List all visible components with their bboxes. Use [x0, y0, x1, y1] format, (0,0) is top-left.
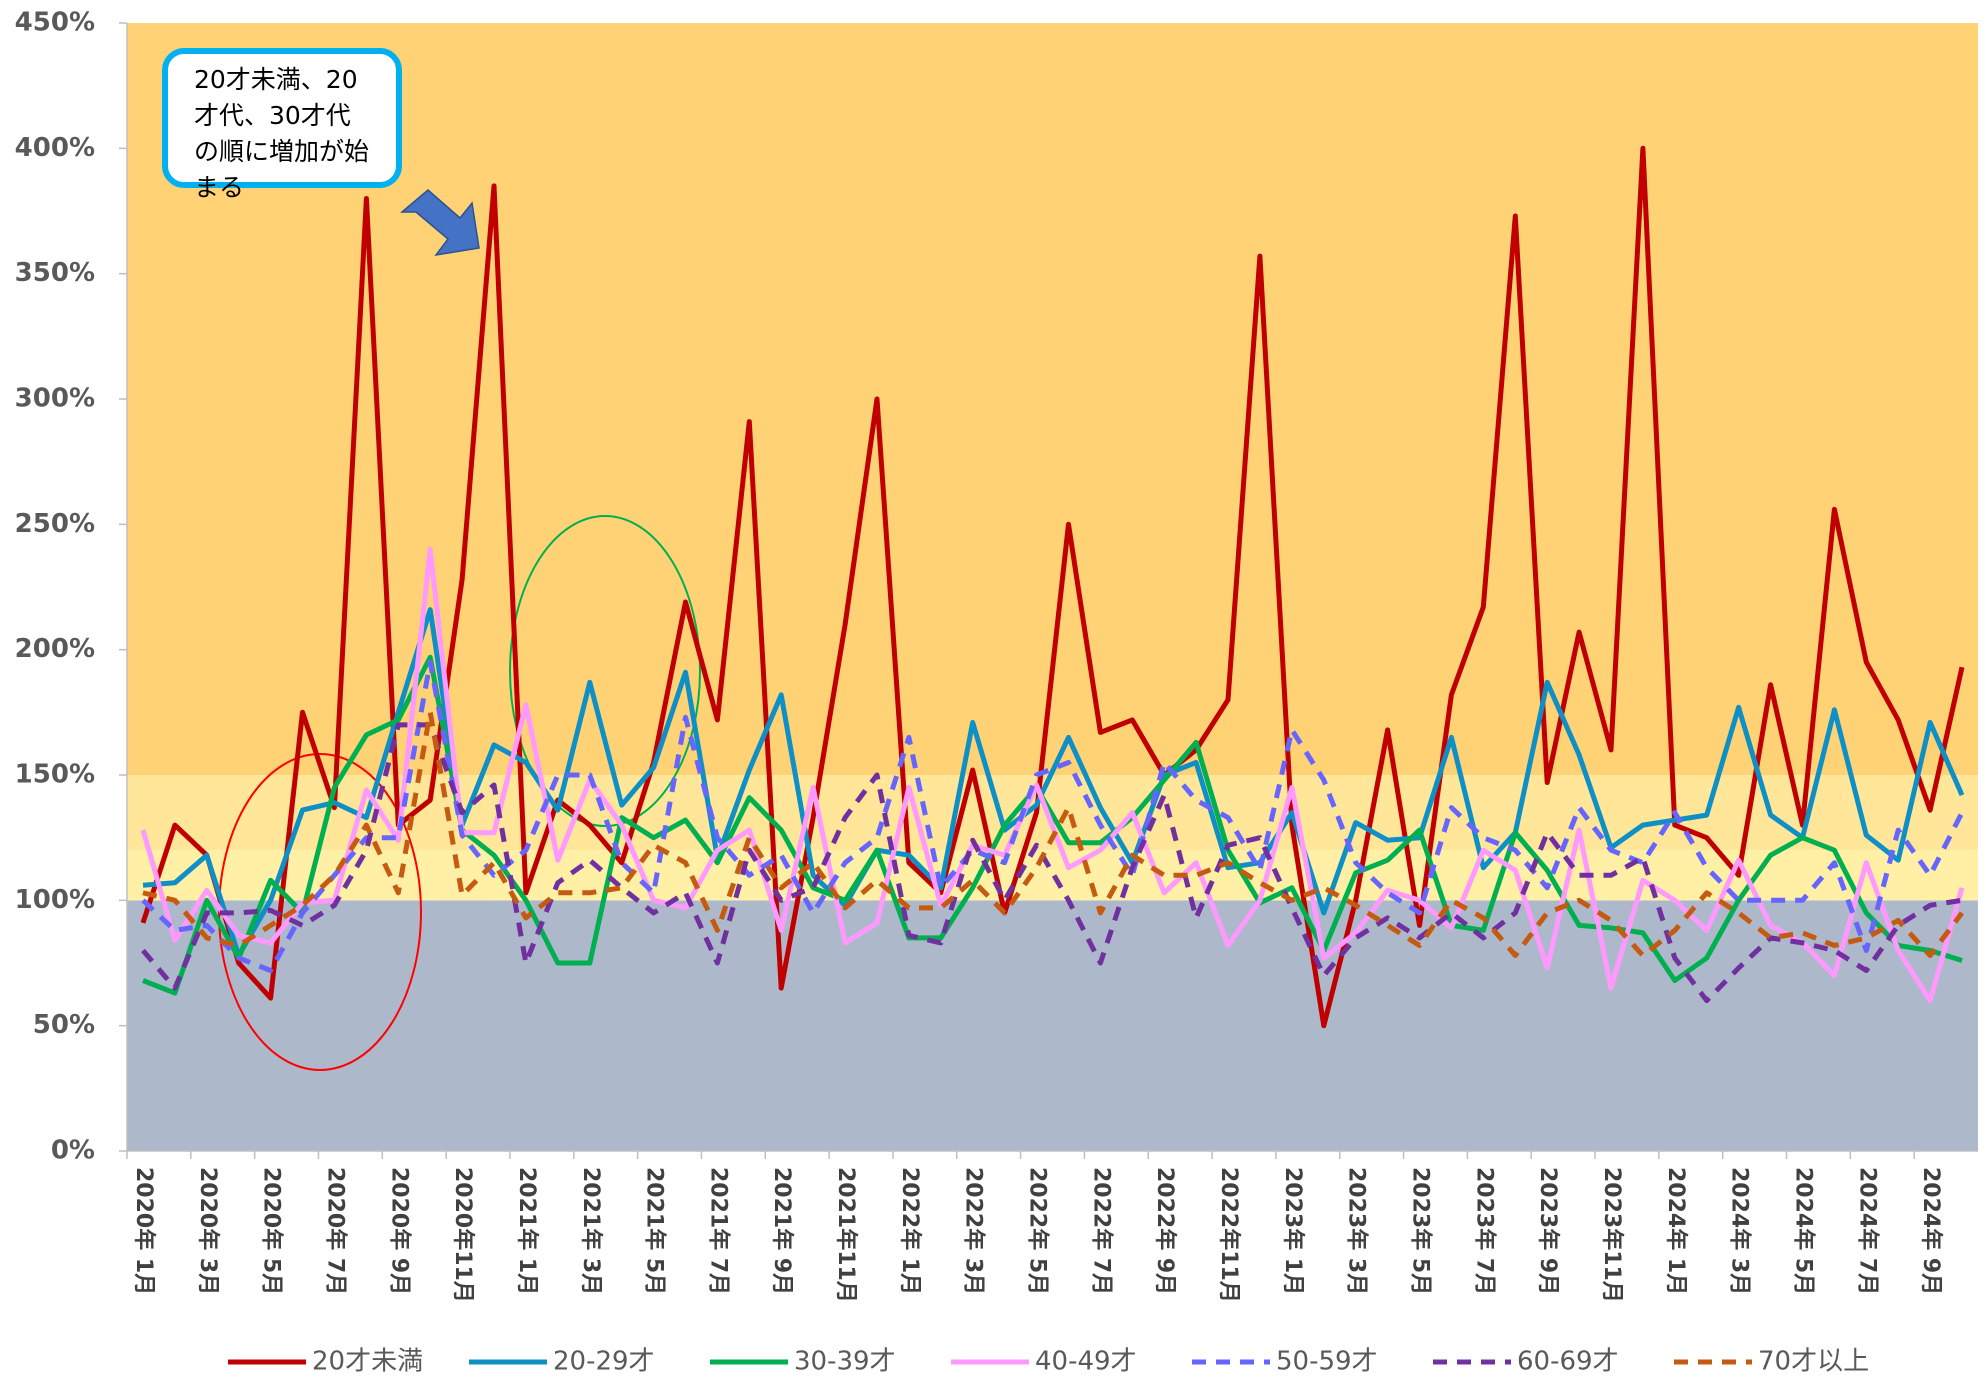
x-tick-label: 2023年 1月	[1280, 1167, 1306, 1295]
y-tick-label: 450%	[15, 8, 95, 38]
x-tick-label: 2021年 9月	[769, 1167, 795, 1295]
x-tick-label: 2023年11月	[1599, 1167, 1625, 1303]
x-tick-label: 2021年 7月	[705, 1167, 731, 1295]
x-tick-label: 2022年 3月	[961, 1167, 987, 1295]
x-tick-label: 2020年 5月	[259, 1167, 285, 1295]
band	[127, 850, 1978, 901]
legend-label: 30-39才	[794, 1347, 896, 1377]
x-tick-label: 2024年 7月	[1854, 1167, 1880, 1295]
series-line	[141, 722, 1963, 1004]
series-line	[142, 709, 1965, 958]
x-tick-label: 2022年 7月	[1088, 1167, 1114, 1295]
series-line	[140, 546, 1965, 1004]
y-tick-label: 0%	[51, 1136, 95, 1166]
x-tick-label: 2020年 1月	[131, 1167, 157, 1295]
x-tick-label: 2022年 1月	[897, 1167, 923, 1295]
x-tick-label: 2022年 5月	[1025, 1167, 1051, 1295]
annotation-text: 20才未満、20才代、30才代の順に増加が始まる	[194, 65, 370, 202]
legend-label: 20-29才	[553, 1347, 655, 1377]
legend-label: 50-59才	[1276, 1347, 1378, 1377]
x-tick-label: 2024年 1月	[1663, 1167, 1689, 1295]
x-tick-label: 2023年 5月	[1408, 1167, 1434, 1295]
x-tick-label: 2023年 9月	[1535, 1167, 1561, 1295]
y-tick-label: 100%	[15, 885, 95, 915]
x-tick-label: 2022年11月	[1216, 1167, 1242, 1303]
legend-label: 20才未満	[312, 1347, 423, 1377]
highlight-ellipse	[509, 515, 701, 827]
x-tick-label: 2021年 3月	[578, 1167, 604, 1295]
x-tick-label: 2024年 3月	[1727, 1167, 1753, 1295]
y-tick-label: 150%	[15, 760, 95, 790]
highlight-ellipse	[218, 753, 422, 1071]
y-tick-label: 400%	[15, 133, 95, 163]
band	[127, 900, 1978, 1151]
x-tick-label: 2024年 9月	[1918, 1167, 1944, 1295]
y-tick-label: 300%	[15, 384, 95, 414]
y-tick-label: 200%	[15, 634, 95, 664]
callout-arrow	[399, 189, 480, 257]
y-tick-label: 50%	[33, 1010, 95, 1040]
x-tick-label: 2021年 5月	[642, 1167, 668, 1295]
legend-label: 40-49才	[1035, 1347, 1137, 1377]
x-tick-label: 2022年 9月	[1152, 1167, 1178, 1295]
x-tick-label: 2020年 3月	[195, 1167, 221, 1295]
x-tick-label: 2021年11月	[833, 1167, 859, 1303]
legend-label: 60-69才	[1517, 1347, 1619, 1377]
y-tick-label: 350%	[15, 258, 95, 288]
x-tick-label: 2020年11月	[450, 1167, 476, 1303]
series-line	[142, 607, 1965, 958]
x-tick-label: 2023年 7月	[1471, 1167, 1497, 1295]
legend-label: 70才以上	[1758, 1347, 1869, 1377]
y-tick-label: 250%	[15, 509, 95, 539]
x-tick-label: 2020年 9月	[386, 1167, 412, 1295]
x-tick-label: 2023年 3月	[1344, 1167, 1370, 1295]
callout: 20才未満、20才代、30才代の順に増加が始まる	[162, 48, 402, 202]
x-tick-label: 2024年 5月	[1790, 1167, 1816, 1295]
x-tick-label: 2020年 7月	[322, 1167, 348, 1295]
x-tick-label: 2021年 1月	[514, 1167, 540, 1295]
